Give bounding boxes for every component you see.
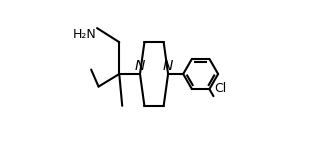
Text: Cl: Cl [214,82,226,95]
Text: H₂N: H₂N [73,28,96,41]
Text: N: N [135,59,145,73]
Text: N: N [163,59,173,73]
